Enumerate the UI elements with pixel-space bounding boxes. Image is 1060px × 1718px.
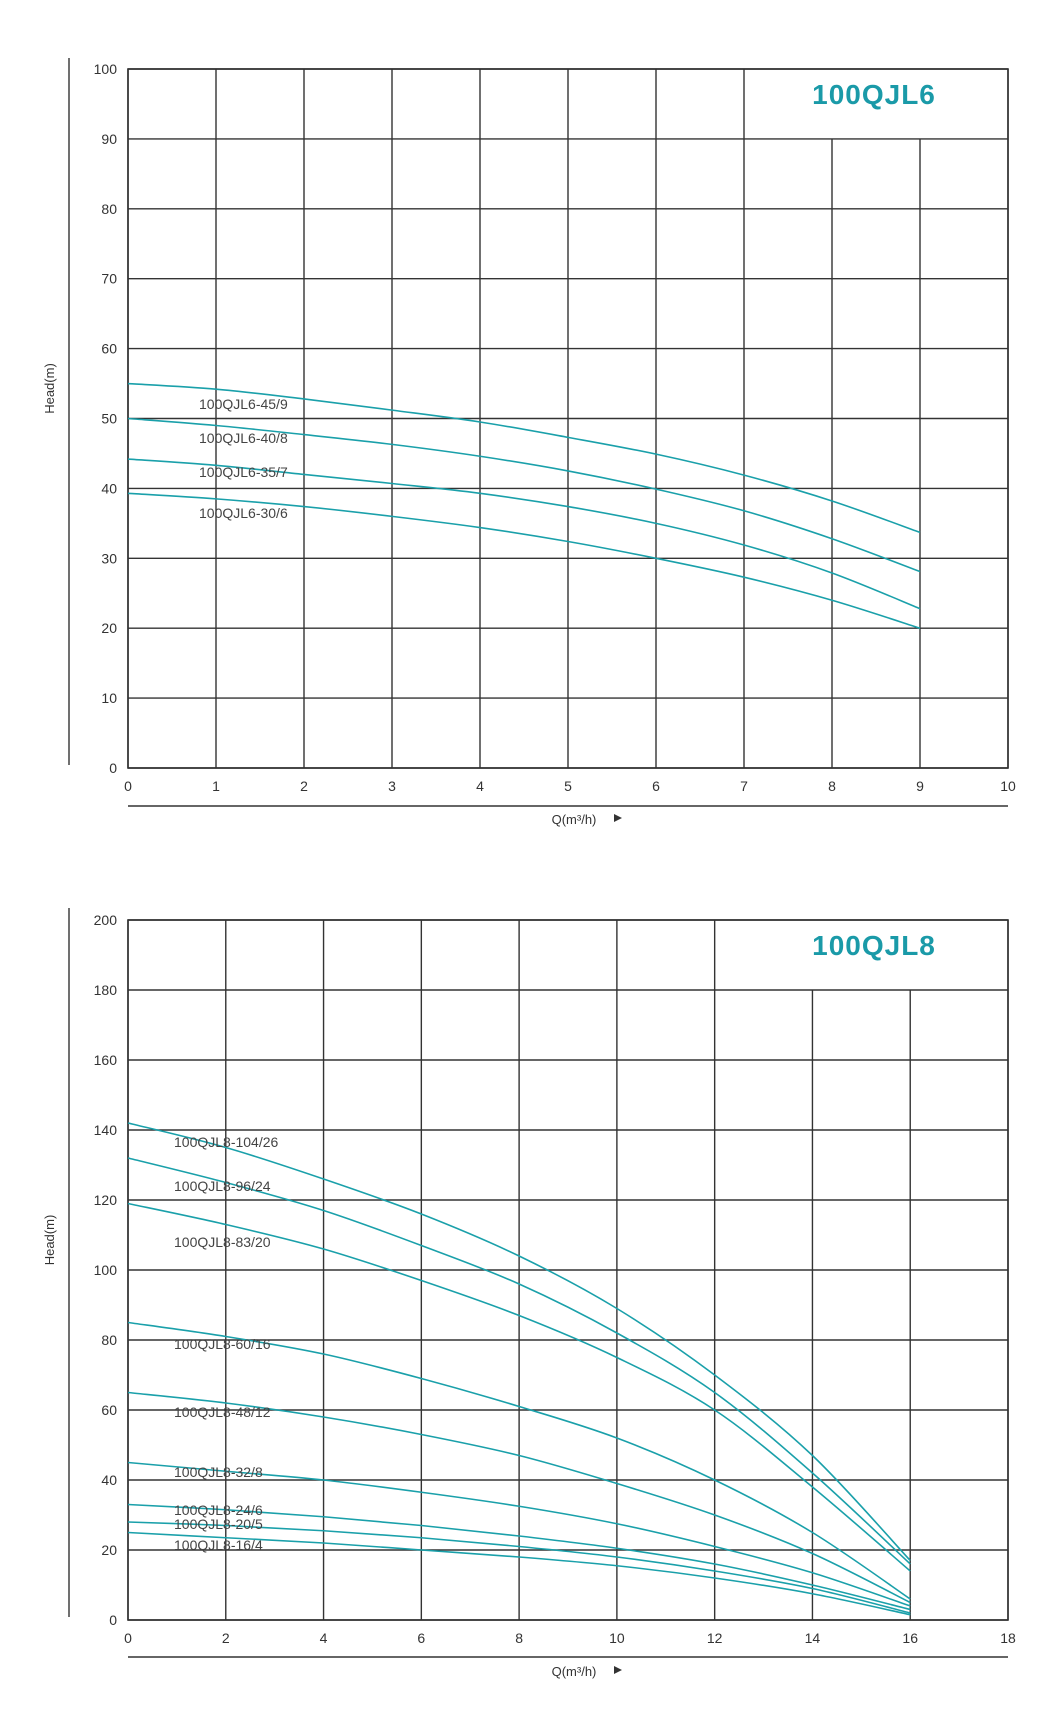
x-tick-label: 18 (1000, 1630, 1016, 1646)
series-label: 100QJL6-45/9 (199, 396, 288, 412)
series-line (127, 1122, 911, 1562)
series-line (127, 492, 921, 629)
y-tick-label: 180 (94, 982, 118, 998)
series-label: 100QJL8-96/24 (174, 1178, 271, 1194)
y-tick-label: 160 (94, 1052, 118, 1068)
series-line (127, 1521, 911, 1614)
x-tick-label: 10 (1000, 778, 1016, 794)
x-axis-label: Q(m³/h) (552, 1664, 597, 1679)
chart-title: 100QJL8 (812, 930, 936, 961)
series-line (127, 1503, 911, 1611)
series-label: 100QJL8-104/26 (174, 1134, 279, 1150)
y-tick-label: 30 (101, 550, 117, 566)
x-tick-label: 10 (609, 1630, 625, 1646)
series-label: 100QJL8-20/5 (174, 1516, 263, 1532)
series-line (127, 1531, 911, 1616)
y-tick-label: 80 (101, 1332, 117, 1348)
x-axis-arrow-icon (614, 1666, 622, 1674)
y-tick-label: 40 (101, 480, 117, 496)
y-tick-label: 0 (109, 760, 117, 776)
x-tick-label: 4 (320, 1630, 328, 1646)
series-line (127, 1461, 911, 1607)
x-tick-label: 9 (916, 778, 924, 794)
y-axis-label: Head(m) (42, 363, 57, 414)
y-tick-label: 200 (94, 912, 118, 928)
y-tick-label: 90 (101, 131, 117, 147)
series-line (127, 382, 921, 534)
series-line (127, 1321, 911, 1600)
y-tick-label: 70 (101, 271, 117, 287)
chart-title: 100QJL6 (812, 79, 936, 110)
y-tick-label: 140 (94, 1122, 118, 1138)
y-tick-label: 50 (101, 411, 117, 427)
x-tick-label: 8 (515, 1630, 523, 1646)
x-tick-label: 1 (212, 778, 220, 794)
x-tick-label: 4 (476, 778, 484, 794)
y-tick-label: 80 (101, 201, 117, 217)
y-tick-label: 20 (101, 620, 117, 636)
chart-2: 0 2 4 6 8 10 12 14 16 180204060801001201401601802… (42, 908, 1016, 1679)
x-tick-label: 3 (388, 778, 396, 794)
x-tick-label: 6 (652, 778, 660, 794)
y-axis-label: Head(m) (42, 1215, 57, 1266)
series-label: 100QJL6-35/7 (199, 464, 288, 480)
y-tick-label: 100 (94, 1262, 118, 1278)
series-label: 100QJL8-48/12 (174, 1404, 271, 1420)
series-line (127, 1391, 911, 1604)
series-label: 100QJL8-24/6 (174, 1502, 263, 1518)
x-tick-label: 7 (740, 778, 748, 794)
plot-frame (127, 919, 1009, 1621)
x-tick-label: 8 (828, 778, 836, 794)
x-tick-label: 12 (707, 1630, 723, 1646)
x-axis-label: Q(m³/h) (552, 812, 597, 827)
y-tick-label: 60 (101, 341, 117, 357)
y-tick-label: 20 (101, 1542, 117, 1558)
y-tick-label: 10 (101, 690, 117, 706)
series-line (127, 417, 921, 573)
x-tick-label: 16 (902, 1630, 918, 1646)
x-tick-label: 14 (805, 1630, 821, 1646)
series-line (127, 458, 921, 610)
y-tick-label: 40 (101, 1472, 117, 1488)
x-axis-arrow-icon (614, 814, 622, 822)
y-tick-label: 100 (94, 61, 118, 77)
x-tick-label: 0 (124, 778, 132, 794)
series-label: 100QJL6-40/8 (199, 430, 288, 446)
series-label: 100QJL8-60/16 (174, 1336, 271, 1352)
chart-1: 0 1 2 3 4 5 6 7 8 9 100102030405060708090100Q(m³/h… (42, 58, 1016, 827)
x-tick-label: 2 (222, 1630, 230, 1646)
y-tick-label: 60 (101, 1402, 117, 1418)
series-label: 100QJL8-83/20 (174, 1234, 271, 1250)
x-tick-label: 2 (300, 778, 308, 794)
series-label: 100QJL8-32/8 (174, 1464, 263, 1480)
series-label: 100QJL8-16/4 (174, 1537, 263, 1553)
x-tick-label: 0 (124, 1630, 132, 1646)
series-line (127, 1157, 911, 1565)
y-tick-label: 120 (94, 1192, 118, 1208)
x-tick-label: 6 (417, 1630, 425, 1646)
series-line (127, 1202, 911, 1572)
y-tick-label: 0 (109, 1612, 117, 1628)
x-tick-label: 5 (564, 778, 572, 794)
series-label: 100QJL6-30/6 (199, 505, 288, 521)
